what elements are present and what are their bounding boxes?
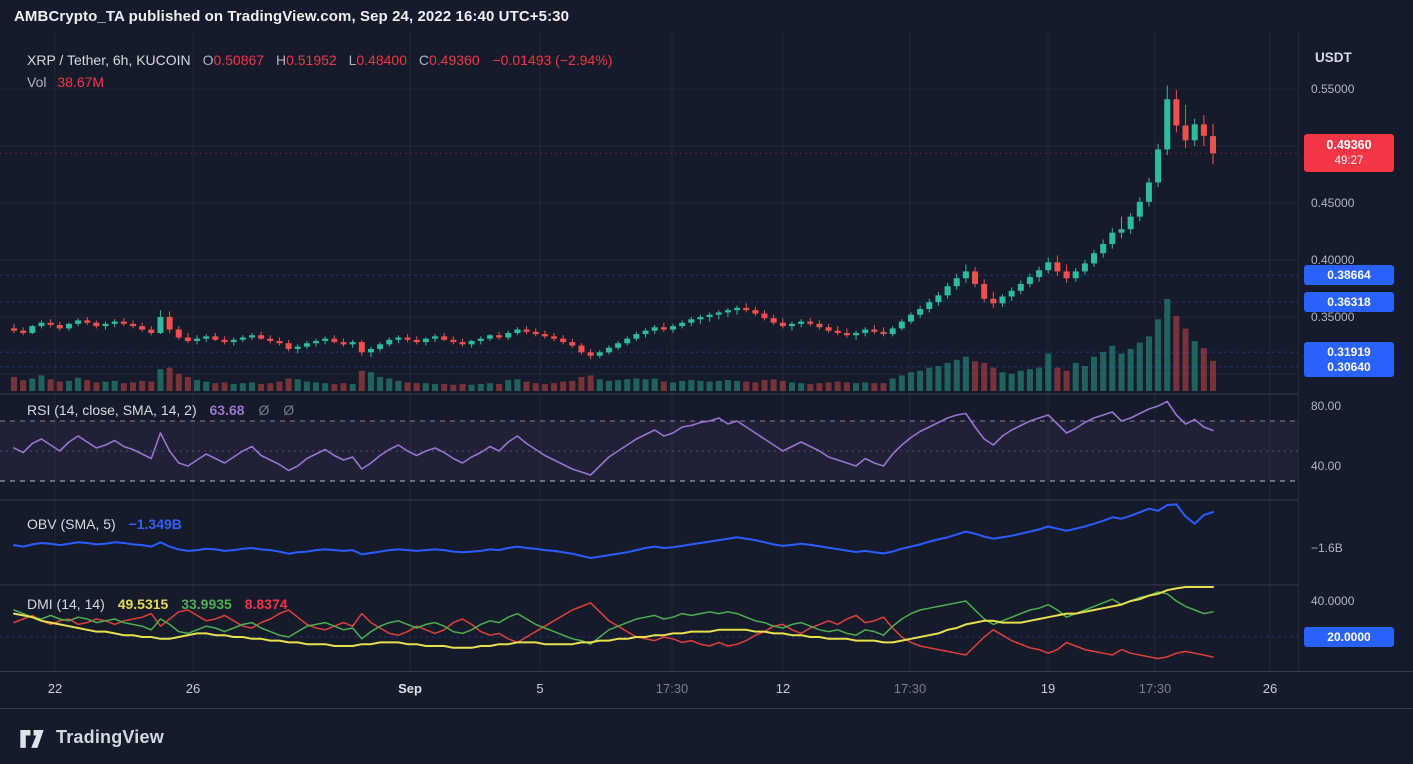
price-tick-label: 0.45000 xyxy=(1311,196,1355,210)
rsi-title[interactable]: RSI (14, close, SMA, 14, 2) xyxy=(27,402,197,418)
high-value: 0.51952 xyxy=(286,52,337,68)
high-label: H xyxy=(275,52,287,68)
publish-header-text: AMBCrypto_TA published on TradingView.co… xyxy=(14,7,570,25)
price-level-badge: 0.30640 xyxy=(1304,356,1394,377)
price-level-badge: 0.36318 xyxy=(1304,291,1394,312)
time-tick-label: 19 xyxy=(1040,681,1056,696)
vol-label: Vol xyxy=(27,74,47,90)
last-price-badge: 0.49360 49:27 xyxy=(1304,134,1394,173)
price-tick-label: 0.35000 xyxy=(1311,310,1355,324)
obv-value: −1.349B xyxy=(128,516,182,532)
rsi-tick-label: 80.00 xyxy=(1311,399,1342,413)
time-tick-label: Sep xyxy=(398,681,422,696)
vol-value: 38.67M xyxy=(57,74,105,90)
time-tick-label: 22 xyxy=(47,681,63,696)
rsi-empty-1: Ø xyxy=(258,402,270,418)
price-level-badge: 0.38664 xyxy=(1304,265,1394,286)
publish-header: AMBCrypto_TA published on TradingView.co… xyxy=(0,0,1413,32)
chart-canvas[interactable] xyxy=(0,32,1413,671)
tradingview-logo-icon[interactable] xyxy=(18,725,46,749)
time-tick-label: 5 xyxy=(536,681,544,696)
time-tick-label: 17:30 xyxy=(655,681,689,696)
dmi-level-badge: 20.0000 xyxy=(1304,627,1394,647)
last-price-value: 0.49360 xyxy=(1326,138,1372,153)
symbol-title[interactable]: XRP / Tether, 6h, KUCOIN xyxy=(27,52,191,68)
rsi-legend[interactable]: RSI (14, close, SMA, 14, 2) 63.68 Ø Ø xyxy=(27,402,294,418)
dmi-minus-di-value: 8.8374 xyxy=(244,596,288,612)
obv-tick-label: −1.6B xyxy=(1311,541,1343,555)
tradingview-brand-text[interactable]: TradingView xyxy=(56,726,164,747)
price-tick-label: 0.55000 xyxy=(1311,82,1355,96)
dmi-tick-label: 40.0000 xyxy=(1311,594,1355,608)
price-tick-label: 0.40000 xyxy=(1311,253,1355,267)
time-tick-label: 26 xyxy=(1262,681,1278,696)
time-tick-label: 17:30 xyxy=(1138,681,1172,696)
close-label: C xyxy=(418,52,429,68)
time-tick-label: 26 xyxy=(185,681,201,696)
change-value: −0.01493 (−2.94%) xyxy=(492,52,613,68)
main-symbol-legend[interactable]: XRP / Tether, 6h, KUCOIN O0.50867 H0.519… xyxy=(27,52,612,68)
obv-title[interactable]: OBV (SMA, 5) xyxy=(27,516,116,532)
time-tick-label: 12 xyxy=(775,681,791,696)
volume-legend[interactable]: Vol 38.67M xyxy=(27,74,104,90)
dmi-plus-di-value: 33.9935 xyxy=(181,596,232,612)
dmi-legend[interactable]: DMI (14, 14) 49.5315 33.9935 8.8374 xyxy=(27,596,288,612)
bar-countdown: 49:27 xyxy=(1334,155,1364,168)
close-value: 0.49360 xyxy=(429,52,480,68)
low-label: L xyxy=(348,52,357,68)
rsi-tick-label: 40.00 xyxy=(1311,459,1342,473)
rsi-empty-2: Ø xyxy=(283,402,295,418)
open-label: O xyxy=(202,52,214,68)
axis-currency-label: USDT xyxy=(1315,50,1352,65)
dmi-adx-value: 49.5315 xyxy=(117,596,169,612)
dmi-title[interactable]: DMI (14, 14) xyxy=(27,596,105,612)
rsi-value: 63.68 xyxy=(209,402,245,418)
tradingview-footer: TradingView xyxy=(0,708,1413,764)
obv-legend[interactable]: OBV (SMA, 5) −1.349B xyxy=(27,516,182,532)
open-value: 0.50867 xyxy=(213,52,265,68)
time-tick-label: 17:30 xyxy=(893,681,927,696)
price-axis[interactable]: USDT 0.55000 0.45000 0.40000 0.35000 80.00 40… xyxy=(1298,32,1413,671)
time-axis[interactable]: 22 26 Sep 5 17:30 12 17:30 19 17:30 26 xyxy=(0,671,1413,709)
low-value: 0.48400 xyxy=(356,52,407,68)
